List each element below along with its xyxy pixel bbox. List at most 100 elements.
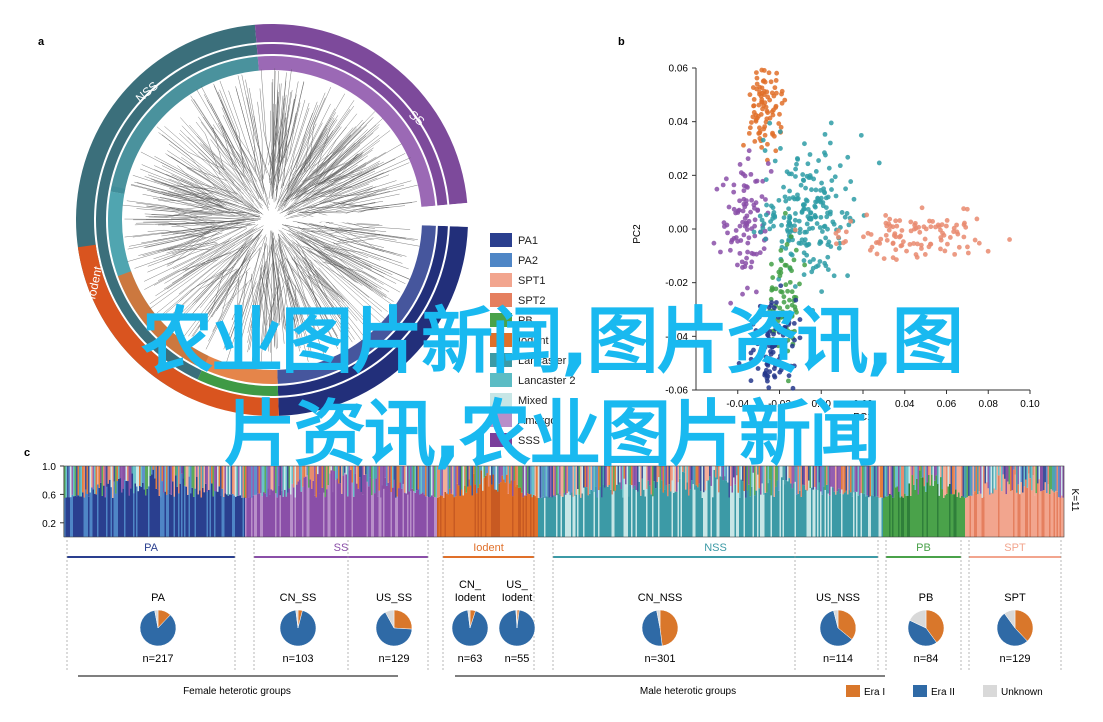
structure-bar: [128, 495, 131, 537]
structure-bar: [763, 494, 765, 537]
structure-bar: [443, 497, 445, 537]
structure-bar-mix: [869, 466, 872, 497]
pca-point: [956, 244, 962, 250]
legend-label: PA1: [518, 235, 538, 247]
structure-bar: [149, 475, 152, 537]
structure-bar-mix: [131, 466, 134, 474]
structure-bar: [71, 494, 74, 537]
pca-point: [765, 362, 771, 368]
structure-bar: [235, 496, 237, 537]
structure-bar-mix: [71, 466, 74, 495]
pca-point: [718, 249, 723, 255]
structure-bar-mix: [596, 466, 599, 498]
structure-bar-mix: [498, 466, 501, 484]
group-label: Iodent: [473, 542, 504, 554]
structure-bar: [467, 486, 469, 537]
structure-bar: [308, 487, 310, 537]
tree-branch: [198, 267, 251, 328]
structure-bar-mix: [519, 466, 522, 488]
structure-bar-mix: [1014, 466, 1017, 475]
structure-bar: [92, 489, 95, 537]
structure-bar: [625, 484, 627, 537]
structure-bar: [297, 481, 300, 537]
structure-bar-mix: [958, 466, 960, 493]
structure-bar-mix: [656, 466, 659, 482]
pca-point: [769, 285, 775, 291]
structure-bar: [890, 495, 893, 537]
pca-point: [799, 209, 805, 214]
structure-bar: [119, 478, 122, 537]
structure-bar: [170, 494, 173, 537]
pca-point: [720, 182, 726, 188]
structure-bar: [823, 486, 825, 537]
structure-bar: [193, 496, 195, 537]
pca-point: [755, 208, 761, 213]
pie-slice: [659, 609, 679, 647]
structure-bar: [158, 495, 161, 537]
structure-bar: [437, 497, 439, 537]
structure-bar: [830, 486, 833, 537]
tree-gap: [272, 202, 472, 227]
pca-point: [793, 211, 798, 216]
structure-bar: [790, 483, 792, 537]
pca-point: [808, 175, 814, 180]
structure-bar-mix: [500, 466, 502, 483]
structure-bar-mix: [468, 466, 471, 480]
structure-bar: [824, 489, 827, 537]
structure-bar: [946, 493, 948, 537]
structure-bar: [772, 496, 774, 537]
structure-bar: [938, 495, 941, 537]
tree-branch: [284, 244, 338, 337]
structure-bar-mix: [841, 466, 843, 490]
tree-branch: [210, 103, 264, 202]
structure-bar: [978, 491, 981, 537]
pca-point: [810, 308, 816, 313]
tree-branch: [217, 122, 267, 206]
structure-bar-mix: [575, 466, 578, 495]
structure-bar-mix: [868, 466, 870, 498]
tree-branch: [170, 238, 254, 325]
structure-bar-mix: [453, 466, 456, 498]
structure-bar-mix: [185, 466, 188, 487]
structure-bar-mix: [637, 466, 639, 492]
structure-bar: [486, 473, 489, 537]
structure-bar-mix: [305, 466, 307, 477]
structure-bar: [736, 475, 738, 537]
structure-bar: [592, 491, 594, 537]
tree-branch: [309, 153, 360, 180]
pca-point: [945, 241, 950, 247]
structure-bar: [139, 486, 141, 537]
pca-point: [756, 131, 762, 136]
structure-bar-mix: [324, 466, 327, 498]
structure-bar-mix: [154, 466, 156, 479]
tree-branch: [148, 174, 252, 213]
structure-bar-mix: [769, 466, 771, 480]
structure-bar: [377, 496, 379, 537]
structure-bar: [1034, 495, 1036, 537]
structure-bar-mix: [172, 466, 174, 482]
tree-branch: [280, 230, 373, 327]
pca-point: [812, 203, 818, 209]
tree-branch: [247, 237, 268, 333]
tree-branch: [269, 91, 279, 186]
structure-bar: [1031, 490, 1033, 537]
y-ticks: 0.060.040.020.00-0.02-0.04-0.06: [665, 64, 696, 397]
pca-point: [795, 156, 801, 162]
tree-branch: [240, 282, 259, 344]
structure-bar-mix: [122, 466, 125, 489]
structure-bar: [98, 487, 101, 537]
tree-branch: [245, 79, 273, 185]
structure-bar: [190, 493, 192, 537]
structure-bar: [647, 480, 650, 537]
tree-branch: [288, 174, 390, 216]
pca-point: [757, 303, 763, 309]
pca-point: [807, 152, 813, 157]
tree-branch: [277, 238, 302, 342]
structure-bar: [422, 492, 424, 537]
structure-bar: [91, 487, 93, 537]
structure-bar-mix: [1050, 466, 1053, 490]
structure-bar: [518, 487, 520, 537]
structure-bar: [217, 491, 219, 537]
group-label: PB: [916, 542, 931, 554]
pca-point: [777, 111, 782, 117]
